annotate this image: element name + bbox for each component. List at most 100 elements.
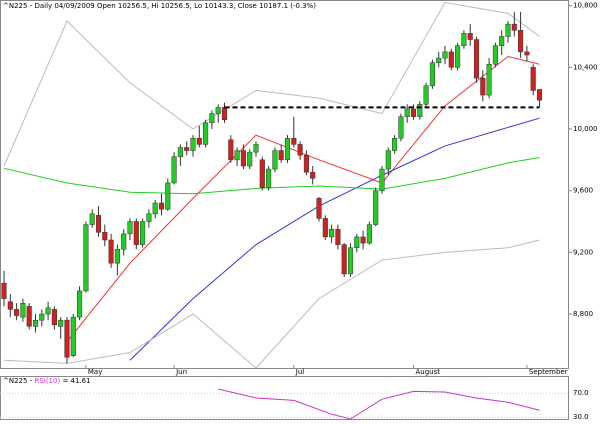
candle-body (429, 62, 435, 87)
candle-body (20, 302, 26, 318)
candle-body (272, 150, 278, 170)
candle-body (209, 113, 215, 124)
y-tick-label: 10,800 (573, 2, 598, 10)
candle-body (240, 150, 246, 167)
candle-body (108, 239, 114, 264)
candle-body (133, 221, 139, 245)
candle-body (7, 301, 13, 310)
overlay-line (66, 55, 540, 343)
candle-body (505, 23, 511, 37)
candle-body (203, 122, 209, 145)
y-tick-label: 9,600 (573, 187, 593, 195)
candle-body (196, 137, 202, 145)
candle-body (385, 150, 391, 170)
candle-body (511, 23, 517, 31)
candle-body (473, 39, 480, 79)
candle-body (234, 150, 240, 161)
x-tick-label: Jul (295, 368, 305, 376)
candle-body (70, 316, 76, 356)
candle-body (146, 213, 152, 222)
candle-body (303, 154, 309, 173)
candle-body (1, 282, 7, 299)
candle-body (77, 290, 83, 318)
candle-body (354, 236, 360, 248)
candle-body (114, 249, 120, 264)
candle-body (341, 244, 347, 275)
candle-body (316, 198, 322, 219)
candle-body (127, 221, 133, 235)
overlay-line (3, 1, 540, 167)
candle-body (379, 168, 385, 191)
candle-body (436, 57, 442, 63)
y-tick-label: 10,000 (573, 125, 598, 133)
candle-body (310, 171, 316, 179)
candle-body (536, 89, 543, 101)
candle-body (51, 309, 57, 326)
candle-body (58, 319, 64, 327)
candle-body (499, 36, 505, 46)
candle-body (253, 144, 259, 153)
candle-body (95, 215, 102, 233)
candle-body (140, 221, 146, 245)
rsi-value: = 41.61 (62, 377, 90, 385)
candle-body (184, 147, 190, 151)
candle-body (215, 107, 221, 114)
candle-body (102, 232, 108, 241)
candle-body (297, 144, 303, 156)
candle-body (266, 168, 272, 188)
y-tick-label: 70.0 (573, 389, 589, 397)
y-tick-label: 10,400 (573, 63, 598, 71)
candle-body (64, 319, 70, 358)
candle-body (398, 116, 404, 139)
rsi-line (218, 388, 540, 420)
y-tick-label: 9,200 (573, 248, 593, 256)
candle-body (221, 107, 228, 120)
x-tick-label: Jun (175, 368, 187, 376)
main-frame (0, 0, 569, 369)
overlay-line (3, 239, 540, 369)
y-tick-label: 30.0 (573, 413, 589, 420)
candle-body (291, 137, 297, 145)
y-tick-label: 8,800 (573, 310, 593, 318)
candle-body (366, 224, 372, 244)
candle-body (247, 151, 253, 167)
candle-body (284, 137, 291, 161)
candle-body (171, 156, 177, 184)
candle-body (14, 309, 20, 316)
candle-body (455, 45, 461, 68)
candle-body (158, 202, 165, 210)
rsi-name: RSI(10) (34, 377, 60, 385)
candle-body (26, 306, 32, 327)
candle-body (404, 108, 410, 117)
chart-title: ^N225 - Daily 04/09/2009 Open 10256.5, H… (3, 2, 316, 10)
candle-body (392, 137, 398, 151)
x-tick-label: August (416, 368, 441, 376)
candle-body (83, 224, 89, 292)
candle-body (329, 228, 335, 238)
candle-body (39, 313, 45, 321)
x-tick-label: May (88, 368, 102, 376)
candle-body (373, 190, 379, 225)
candle-body (121, 233, 127, 250)
candle-body (165, 182, 171, 210)
candle-body (524, 51, 530, 56)
candle-body (492, 45, 498, 65)
candle-body (467, 33, 473, 40)
candle-body (448, 51, 454, 68)
candle-body (423, 85, 429, 105)
candle-body (347, 247, 354, 275)
candle-body (32, 319, 39, 327)
rsi-prefix: ^N225 - (3, 377, 33, 385)
candle-body (442, 51, 448, 59)
overlay-line (129, 117, 540, 361)
candle-body (177, 147, 183, 157)
overlay-line (3, 157, 540, 195)
candle-body (259, 159, 265, 188)
candle-body (45, 307, 51, 315)
candle-body (322, 218, 328, 238)
candle-body (190, 137, 196, 151)
candle-body (461, 33, 467, 46)
candle-body (228, 139, 234, 161)
candle-body (417, 104, 423, 117)
